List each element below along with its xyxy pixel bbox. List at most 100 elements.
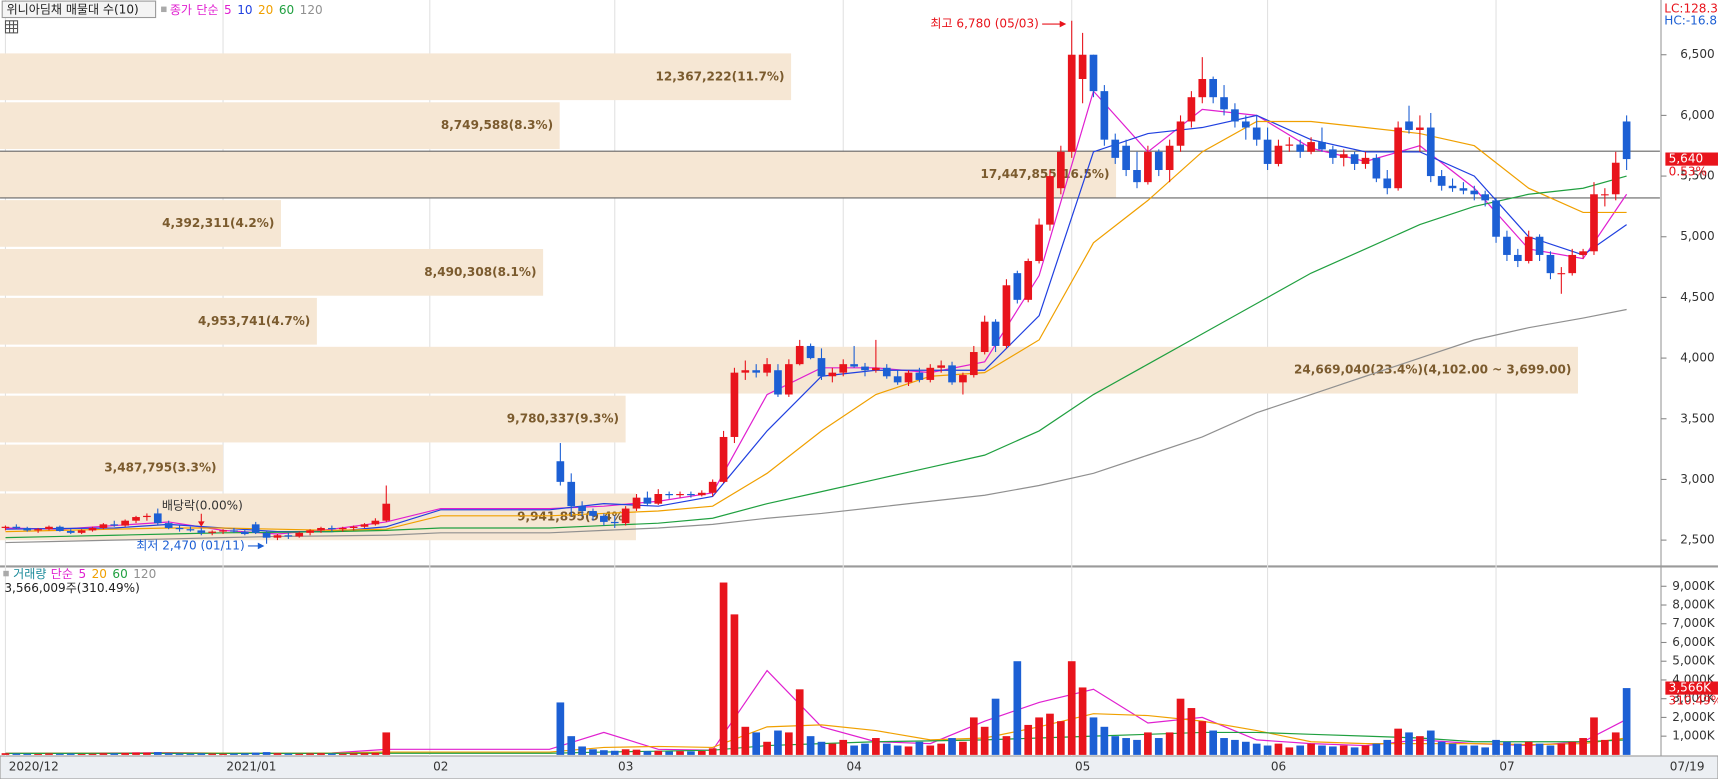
x-tick-label: 2020/12 <box>9 759 59 773</box>
profile-bar <box>0 297 317 345</box>
volume-bar <box>1557 743 1566 755</box>
volume-bar <box>1524 741 1533 755</box>
legend-prefix: 단순 <box>196 2 218 16</box>
volume-bar <box>697 750 706 755</box>
volume-bar <box>1241 741 1250 755</box>
volume-bar <box>1426 730 1435 755</box>
candle-body <box>360 524 369 527</box>
volume-bar <box>88 753 97 755</box>
y-tick-label: 3,500 <box>1680 411 1715 425</box>
x-tick-label: 07 <box>1499 759 1514 773</box>
volume-bar <box>1437 741 1446 755</box>
volume-bar <box>774 730 782 755</box>
candle-body <box>817 358 826 377</box>
volume-bar <box>1122 738 1130 755</box>
ma-line <box>5 175 1627 539</box>
candle-body <box>730 372 739 437</box>
candle-body <box>578 506 586 511</box>
x-tick-label: 04 <box>847 759 862 773</box>
candle-body <box>1383 178 1392 189</box>
volume-bar <box>66 753 75 755</box>
candle-body <box>980 321 989 353</box>
dividend-marker <box>198 521 205 527</box>
candle-body <box>1024 261 1033 300</box>
volume-bar <box>915 741 924 755</box>
profile-label: 24,669,040(23.4%)(4,102.00 ~ 3,699.00) <box>1294 363 1571 377</box>
legend-entry: 60 <box>279 2 294 16</box>
candle-body <box>143 515 151 518</box>
candle-body <box>719 436 728 482</box>
volume-bar <box>1111 736 1120 755</box>
x-tick-label: 02 <box>433 759 448 773</box>
volume-tick-label: 5,000K <box>1672 654 1715 668</box>
candle-body <box>56 526 64 532</box>
volume-bar <box>1144 732 1152 755</box>
tool-icon <box>4 20 19 34</box>
volume-bar <box>969 717 978 755</box>
volume-tick-label: 1,000K <box>1672 729 1715 743</box>
candle-body <box>1067 54 1076 152</box>
profile-bar <box>0 53 792 101</box>
legend-icon <box>3 570 9 577</box>
legend: 종가 단순 5 10 20 60 120 <box>170 2 323 16</box>
candle-body <box>34 529 42 531</box>
candle-body <box>45 526 53 530</box>
volume-bar <box>893 745 902 755</box>
volume-bar <box>23 753 32 755</box>
candle-body <box>1165 145 1174 171</box>
volume-bar <box>719 582 728 755</box>
volume-bar <box>1568 741 1577 755</box>
volume-bar <box>828 743 837 755</box>
ma-line <box>5 120 1627 533</box>
volume-bar <box>132 752 140 755</box>
volume-bar <box>349 753 358 755</box>
volume-bar <box>99 753 108 755</box>
legend-entry: 120 <box>300 2 323 16</box>
volume-bar <box>273 753 282 755</box>
volume-bar <box>556 702 565 755</box>
candle-body <box>1111 139 1120 158</box>
candle-body <box>1513 254 1522 262</box>
candle-body <box>1133 170 1141 183</box>
y-tick-label: 5,000 <box>1680 229 1715 243</box>
y-tick-label: 3,000 <box>1680 472 1715 486</box>
candle-body <box>872 367 880 371</box>
candle-body <box>632 497 641 509</box>
volume-tag-label: 3,566K <box>1669 681 1712 695</box>
candle-body <box>1329 149 1337 158</box>
legend-entry: 5 <box>78 567 86 581</box>
candle-body <box>1503 236 1511 255</box>
price-tag-label: 5,640 <box>1669 152 1703 166</box>
profile-label: 8,490,308(8.1%) <box>424 265 536 279</box>
volume-bar <box>589 749 597 755</box>
candle-body <box>1524 236 1533 262</box>
candle-body <box>1557 273 1566 275</box>
candle-body <box>208 531 217 533</box>
candle-body <box>795 345 804 365</box>
candle-body <box>1296 144 1305 152</box>
candle-body <box>850 364 858 367</box>
price-change: 0.53% <box>1669 165 1707 179</box>
volume-bar <box>665 751 673 755</box>
volume-bar <box>1448 743 1457 755</box>
candle-body <box>937 365 945 368</box>
volume-bar <box>1002 736 1011 755</box>
volume-bar <box>1133 739 1141 755</box>
candle-body <box>1318 142 1326 150</box>
volume-bar <box>1372 743 1381 755</box>
candle-body <box>969 352 978 376</box>
candle-body <box>186 529 195 531</box>
candle-body <box>1122 145 1130 171</box>
volume-bar <box>240 753 249 755</box>
candle-body <box>991 321 1000 346</box>
profile-label: 4,953,741(4.7%) <box>198 314 310 328</box>
candle-body <box>295 532 304 537</box>
legend-icon <box>161 6 167 13</box>
volume-bar <box>708 748 717 755</box>
volume-bar <box>1089 717 1098 755</box>
date-label: 07/19 <box>1670 759 1705 773</box>
volume-bar <box>164 753 173 755</box>
candle-body <box>317 527 325 531</box>
profile-bar <box>0 395 626 443</box>
volume-bar <box>1383 739 1392 755</box>
